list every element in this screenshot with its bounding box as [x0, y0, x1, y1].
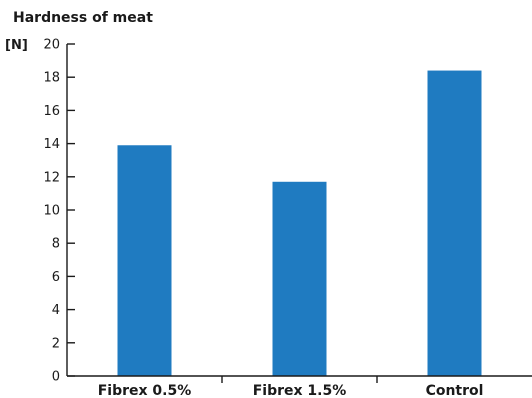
bar-fibrex-0-5 [117, 145, 172, 376]
y-tick-label: 8 [52, 237, 60, 252]
y-tick-label: 20 [43, 38, 60, 53]
y-tick-label: 0 [52, 370, 60, 385]
y-tick-label: 12 [43, 170, 60, 185]
y-axis-label: [N] [5, 38, 28, 53]
bar-fibrex-1-5 [272, 181, 327, 376]
x-tick-label: Fibrex 0.5% [98, 383, 192, 398]
chart-title: Hardness of meat [13, 10, 153, 26]
axes-group: Fibrex 0.5% Fibrex 1.5% Control 0 2 4 6 8 10 12 14… [43, 38, 532, 398]
y-tick-label: 4 [52, 303, 60, 318]
x-tick-label: Control [426, 383, 484, 398]
y-tick-label: 2 [52, 336, 60, 351]
y-tick-label: 18 [43, 71, 60, 86]
x-tick-label: Fibrex 1.5% [253, 383, 347, 398]
y-tick-label: 10 [43, 204, 60, 219]
y-tick-label: 6 [52, 270, 60, 285]
y-tick-label: 14 [43, 137, 60, 152]
bars-group [117, 70, 482, 376]
y-tick-label: 16 [43, 104, 60, 119]
bar-control [427, 70, 482, 376]
